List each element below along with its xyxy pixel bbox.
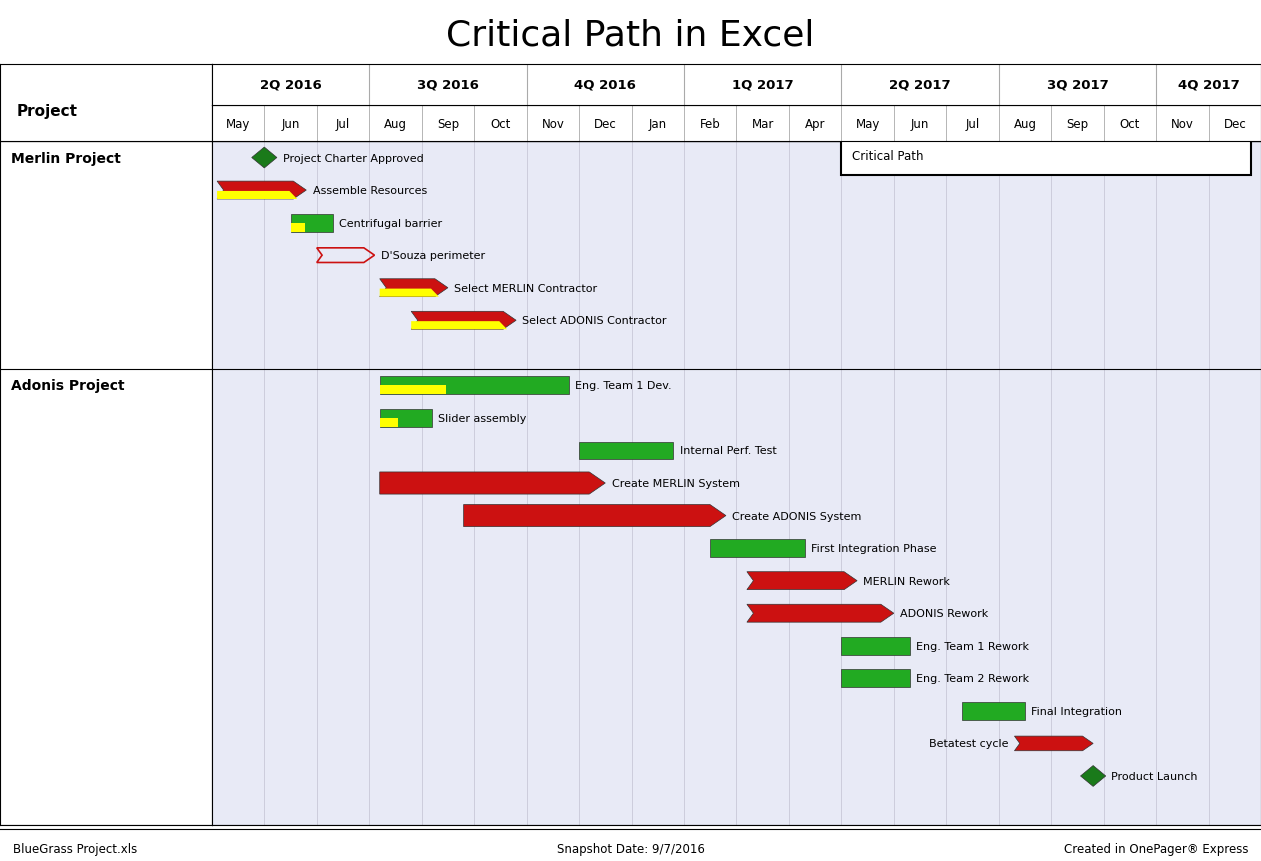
Text: Project: Project <box>16 103 78 119</box>
Text: Jun: Jun <box>281 117 300 131</box>
Bar <box>962 702 1025 720</box>
Bar <box>710 540 805 557</box>
Polygon shape <box>380 473 605 494</box>
Text: 4Q 2016: 4Q 2016 <box>574 78 637 92</box>
Text: Nov: Nov <box>1171 117 1194 131</box>
Text: Product Launch: Product Launch <box>1111 771 1198 781</box>
Text: Sep: Sep <box>436 117 459 131</box>
Polygon shape <box>464 505 726 527</box>
Text: Jul: Jul <box>335 117 351 131</box>
Text: 4Q 2017: 4Q 2017 <box>1178 78 1240 92</box>
Polygon shape <box>747 604 894 623</box>
Text: Adonis Project: Adonis Project <box>10 379 125 393</box>
Text: May: May <box>226 117 250 131</box>
Text: Select MERLIN Contractor: Select MERLIN Contractor <box>454 283 598 294</box>
Text: Select ADONIS Contractor: Select ADONIS Contractor <box>522 316 667 325</box>
Text: Create ADONIS System: Create ADONIS System <box>733 511 861 521</box>
Text: Oct: Oct <box>1120 117 1140 131</box>
Text: Eng. Team 2 Rework: Eng. Team 2 Rework <box>915 673 1029 684</box>
Text: Critical Path in Excel: Critical Path in Excel <box>446 19 815 53</box>
Polygon shape <box>747 572 857 590</box>
Bar <box>380 418 398 427</box>
Text: Feb: Feb <box>700 117 720 131</box>
Polygon shape <box>252 148 277 169</box>
Text: Assemble Resources: Assemble Resources <box>313 186 426 195</box>
Text: 2Q 2017: 2Q 2017 <box>889 78 951 92</box>
Polygon shape <box>411 312 516 330</box>
Text: Nov: Nov <box>541 117 564 131</box>
Text: Apr: Apr <box>805 117 826 131</box>
Bar <box>290 223 305 232</box>
Text: Betatest cycle: Betatest cycle <box>928 739 1008 748</box>
Text: BlueGrass Project.xls: BlueGrass Project.xls <box>13 842 137 855</box>
Text: May: May <box>855 117 880 131</box>
Text: 3Q 2017: 3Q 2017 <box>1047 78 1108 92</box>
Polygon shape <box>411 322 507 330</box>
Polygon shape <box>1014 736 1093 751</box>
Bar <box>380 377 569 395</box>
Polygon shape <box>380 289 439 297</box>
Text: Centrifugal barrier: Centrifugal barrier <box>339 219 441 228</box>
Polygon shape <box>1130 143 1251 174</box>
Text: Jul: Jul <box>966 117 980 131</box>
Bar <box>380 386 446 395</box>
Polygon shape <box>1081 765 1106 786</box>
Text: Jan: Jan <box>648 117 667 131</box>
Text: Create MERLIN System: Create MERLIN System <box>612 479 739 488</box>
Text: Aug: Aug <box>1014 117 1037 131</box>
Text: Internal Perf. Test: Internal Perf. Test <box>680 446 777 456</box>
Bar <box>290 214 333 232</box>
Text: Jun: Jun <box>910 117 929 131</box>
Bar <box>841 670 909 687</box>
Polygon shape <box>380 280 448 297</box>
Polygon shape <box>217 182 306 200</box>
Text: Project Charter Approved: Project Charter Approved <box>282 153 424 164</box>
Text: Snapshot Date: 9/7/2016: Snapshot Date: 9/7/2016 <box>556 842 705 855</box>
Bar <box>841 637 909 655</box>
Text: Sep: Sep <box>1067 117 1088 131</box>
Text: Eng. Team 1 Dev.: Eng. Team 1 Dev. <box>575 381 671 391</box>
Text: ADONIS Rework: ADONIS Rework <box>900 609 989 618</box>
Text: Aug: Aug <box>383 117 407 131</box>
Text: Created in OnePager® Express: Created in OnePager® Express <box>1064 842 1248 855</box>
Text: D'Souza perimeter: D'Souza perimeter <box>381 251 485 261</box>
Text: Dec: Dec <box>594 117 617 131</box>
Text: Slider assembly: Slider assembly <box>439 413 527 424</box>
Text: Merlin Project: Merlin Project <box>10 152 121 165</box>
Bar <box>380 410 433 427</box>
Text: Final Integration: Final Integration <box>1031 706 1122 716</box>
Polygon shape <box>217 192 298 200</box>
Text: MERLIN Rework: MERLIN Rework <box>864 576 951 586</box>
Text: Mar: Mar <box>752 117 774 131</box>
Text: 1Q 2017: 1Q 2017 <box>731 78 793 92</box>
Text: First Integration Phase: First Integration Phase <box>811 543 937 554</box>
Text: Critical Path: Critical Path <box>852 150 923 164</box>
Text: 3Q 2016: 3Q 2016 <box>417 78 479 92</box>
Text: Dec: Dec <box>1223 117 1246 131</box>
Bar <box>579 442 673 460</box>
Text: Eng. Team 1 Rework: Eng. Team 1 Rework <box>915 641 1029 651</box>
Bar <box>841 140 1251 177</box>
Text: Oct: Oct <box>491 117 511 131</box>
Text: 2Q 2016: 2Q 2016 <box>260 78 322 92</box>
